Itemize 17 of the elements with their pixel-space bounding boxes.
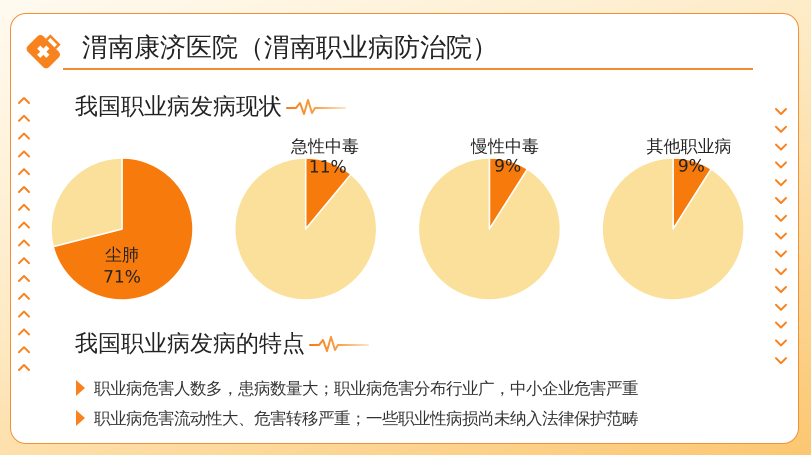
text: 职业病危害流动性大、危害转移严重；一些职业性病损尚未纳入法律保护范畴 [94,408,638,428]
pie-slice [418,157,562,301]
data-label: 9% [678,156,705,176]
pie-slice [52,157,194,301]
data-label: 71% [103,267,141,288]
pie-slice [601,157,745,301]
text: 我国职业病发病的特点 [75,331,305,357]
data-label: 9% [494,156,522,176]
slice-label: 急性中毒 [290,137,359,157]
slice-label: 慢性中毒 [470,137,540,157]
slice-label: 其他职业病 [646,137,732,157]
text: 渭南康济医院（渭南职业病防治院） [82,33,498,63]
text: 我国职业病发病现状 [75,94,282,120]
text: 职业病危害人数多，患病数量大；职业病危害分布行业广，中小企业危害严重 [94,378,638,398]
data-label: 11% [308,158,347,178]
pie-slice [234,157,378,301]
slice-label: 尘肺 [105,245,139,266]
